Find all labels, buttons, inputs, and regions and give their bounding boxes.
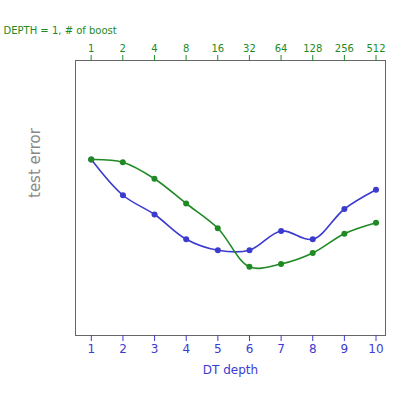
svg-text:10: 10 xyxy=(368,342,383,356)
svg-text:2: 2 xyxy=(120,43,126,54)
svg-text:5: 5 xyxy=(214,342,222,356)
svg-text:128: 128 xyxy=(303,43,322,54)
svg-text:4: 4 xyxy=(182,342,190,356)
svg-text:3: 3 xyxy=(151,342,159,356)
svg-text:8: 8 xyxy=(183,43,189,54)
svg-text:4: 4 xyxy=(151,43,157,54)
svg-text:1: 1 xyxy=(87,342,95,356)
svg-text:512: 512 xyxy=(366,43,385,54)
svg-text:32: 32 xyxy=(243,43,256,54)
svg-text:test error: test error xyxy=(26,127,44,198)
svg-text:64: 64 xyxy=(275,43,288,54)
svg-text:DT depth: DT depth xyxy=(203,363,258,377)
svg-text:9: 9 xyxy=(341,342,349,356)
svg-text:1: 1 xyxy=(88,43,94,54)
svg-text:256: 256 xyxy=(335,43,354,54)
svg-text:8: 8 xyxy=(309,342,317,356)
svg-text:2: 2 xyxy=(119,342,127,356)
svg-text:6: 6 xyxy=(246,342,254,356)
svg-text:7: 7 xyxy=(277,342,285,356)
svg-text:16: 16 xyxy=(211,43,224,54)
svg-text:DEPTH = 1, # of boost: DEPTH = 1, # of boost xyxy=(4,25,117,36)
